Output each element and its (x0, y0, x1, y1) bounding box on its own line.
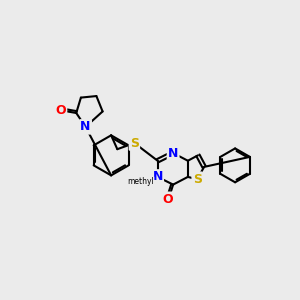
Text: N: N (168, 146, 178, 160)
Text: O: O (56, 104, 66, 117)
Text: S: S (130, 136, 139, 149)
Text: N: N (152, 170, 163, 183)
Text: N: N (80, 120, 91, 134)
Text: methyl: methyl (127, 177, 154, 186)
Text: O: O (162, 193, 173, 206)
Text: S: S (193, 173, 202, 186)
